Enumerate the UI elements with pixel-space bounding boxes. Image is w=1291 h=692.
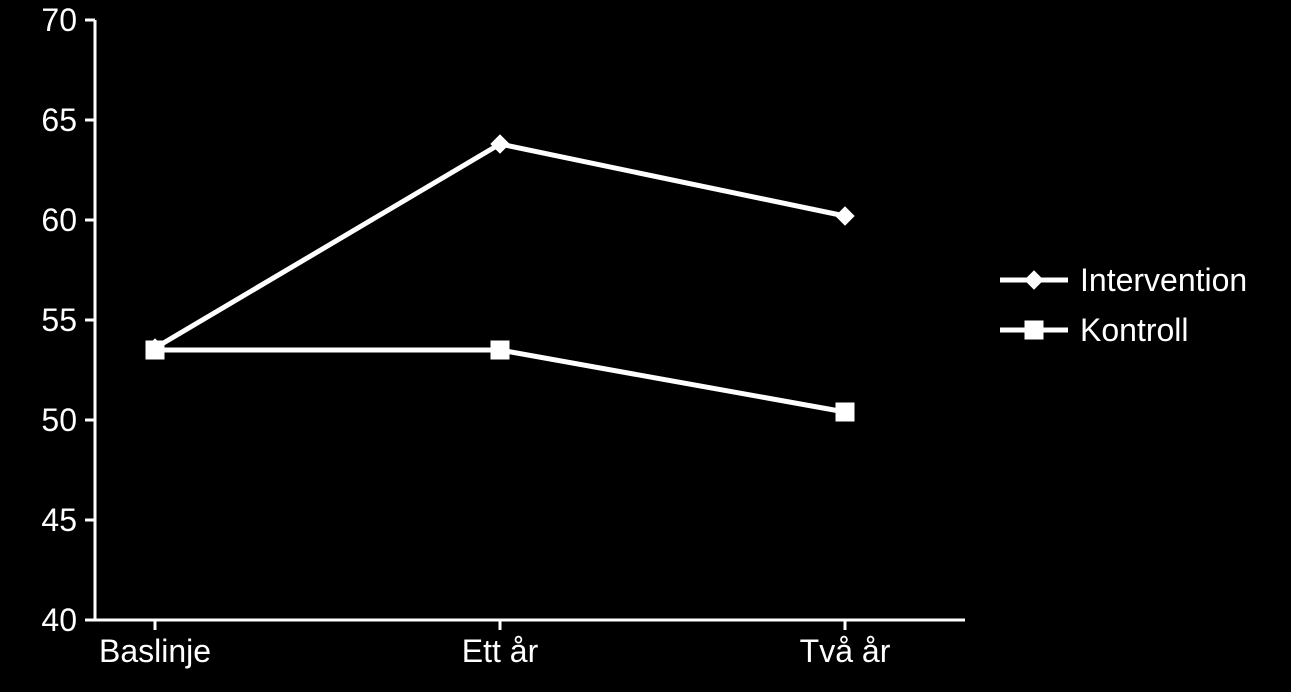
y-tick-label: 45 <box>41 502 77 538</box>
y-tick-label: 60 <box>41 202 77 238</box>
legend-marker-kontroll <box>1025 321 1043 339</box>
series-marker-kontroll <box>491 341 509 359</box>
y-tick-label: 55 <box>41 302 77 338</box>
y-tick-label: 65 <box>41 102 77 138</box>
y-tick-label: 40 <box>41 602 77 638</box>
y-tick-label: 50 <box>41 402 77 438</box>
legend-label-kontroll: Kontroll <box>1080 312 1189 348</box>
y-tick-label: 70 <box>41 2 77 38</box>
x-tick-label: Två år <box>800 633 891 669</box>
legend-label-intervention: Intervention <box>1080 262 1247 298</box>
x-tick-label: Ett år <box>462 633 539 669</box>
series-marker-kontroll <box>836 403 854 421</box>
x-tick-label: Baslinje <box>99 633 211 669</box>
chart-svg: 40 45 50 55 60 65 70 Baslinje Ett år Två år Interv… <box>0 0 1291 692</box>
series-marker-kontroll <box>146 341 164 359</box>
line-chart: 40 45 50 55 60 65 70 Baslinje Ett år Två år Interv… <box>0 0 1291 692</box>
